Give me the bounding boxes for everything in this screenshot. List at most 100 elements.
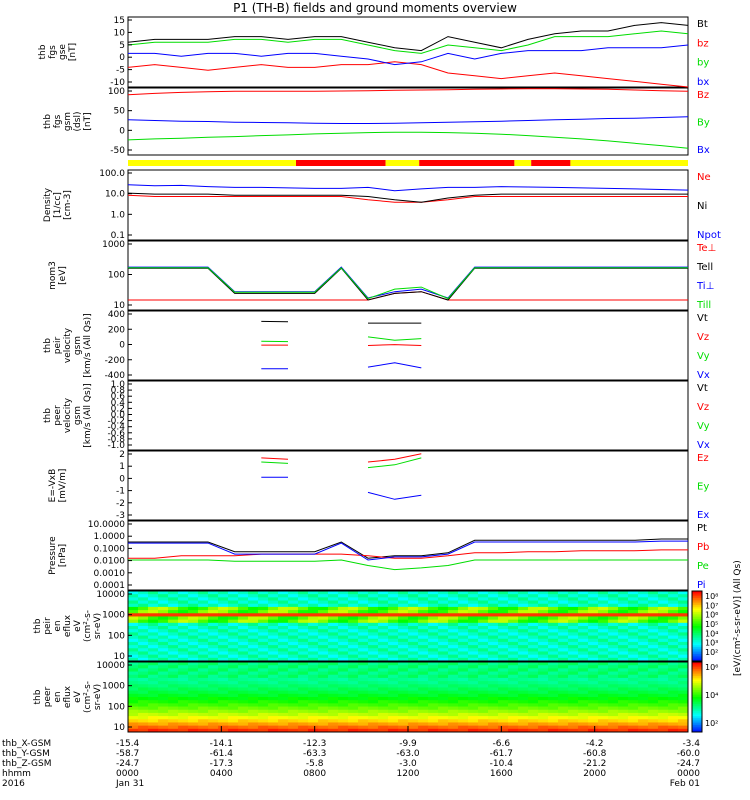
spectrogram-cell [198,716,209,720]
spectrogram-cell [268,716,279,720]
series-line-Pb [128,549,688,559]
spectrogram-cell [358,591,369,595]
spectrogram-cell [578,591,589,595]
spectrogram-cell [268,626,279,630]
x-axis-value: 0400 [210,769,233,779]
spectrogram-cell [358,635,369,640]
spectrogram-cell [478,725,489,730]
spectrogram-cell [128,712,139,717]
spectrogram-cell [608,700,619,704]
spectrogram-cell [658,662,669,666]
spectrogram-cell [518,600,529,605]
spectrogram-cell [648,600,659,605]
spectrogram-cell [548,648,559,652]
spectrogram-cell [508,651,519,656]
spectrogram-cell [658,619,669,624]
spectrogram-cell [588,657,599,662]
spectrogram-cell [658,657,669,662]
spectrogram-cell [678,671,689,676]
spectrogram-cell [628,665,639,669]
spectrogram-cell [378,722,389,727]
spectrogram-cell [658,728,669,733]
colorbar-cell [692,719,702,722]
x-axis-value: -58.7 [116,749,139,759]
spectrogram-cell [248,674,259,679]
spectrogram-cell [398,638,409,643]
spectrogram-cell [368,728,379,733]
spectrogram-cell [178,706,189,711]
spectrogram-cell [428,594,439,598]
spectrogram-cell [438,619,449,624]
spectrogram-cell [638,677,649,682]
y-axis-label-line: peir [43,617,53,635]
spectrogram-cell [138,662,149,666]
spectrogram-cell [128,606,139,611]
spectrogram-cell [578,635,589,640]
spectrogram-cell [378,606,389,611]
spectrogram-cell [308,725,319,730]
spectrogram-cell [408,657,419,662]
spectrogram-cell [238,603,249,608]
spectrogram-cell [678,716,689,720]
spectrogram-cell [188,606,199,611]
spectrogram-cell [298,665,309,669]
y-tick-label: 10 [114,723,126,733]
spectrogram-cell [658,591,669,595]
spectrogram-cell [658,641,669,646]
spectrogram-cell [258,603,269,608]
spectrogram-cell [168,690,179,695]
spectrogram-cell [238,622,249,627]
spectrogram-cell [678,619,689,624]
spectrogram-cell [248,654,259,659]
spectrogram-cell [648,629,659,633]
colorbar-cell [692,718,702,721]
spectrogram-cell [428,654,439,659]
spectrogram-cell [668,613,679,617]
y-axis-label-line: en [53,620,63,631]
spectrogram-cell [298,610,309,614]
colorbar-cell [692,634,702,637]
spectrogram-cell [628,728,639,733]
spectrogram-cell [158,651,169,656]
spectrogram-cell [208,687,219,692]
spectrogram-cell [378,706,389,711]
spectrogram-cell [238,700,249,704]
spectrogram-cell [498,600,509,605]
spectrogram-cell [188,674,199,679]
spectrogram-cell [178,703,189,708]
spectrogram-cell [418,603,429,608]
spectrogram-cell [298,725,309,730]
spectrogram-cell [258,632,269,637]
spectrogram-cell [438,690,449,695]
spectrogram-cell [168,712,179,717]
spectrogram-cell [188,610,199,614]
spectrogram-cell [608,626,619,630]
spectrogram-cell [528,591,539,595]
spectrogram-cell [308,603,319,608]
spectrogram-cell [158,706,169,711]
colorbar-tick-label: 10⁶ [705,663,718,672]
x-axis-row-label: thb_Y-GSM [2,749,50,759]
spectrogram-cell [658,719,669,723]
spectrogram-cell [328,622,339,627]
spectrogram-cell [538,622,549,627]
spectrogram-cell [528,610,539,614]
y-axis-label-line: [cm-3] [63,190,73,220]
spectrogram-cell [478,671,489,676]
spectrogram-cell [218,716,229,720]
spectrogram-cell [318,645,329,649]
y-axis-label-line: fgs [53,114,63,128]
spectrogram-cell [618,610,629,614]
spectrogram-cell [588,703,599,708]
y-axis-label-line: eflux [63,614,73,637]
spectrogram-cell [408,671,419,676]
x-axis-value: 1600 [490,769,513,779]
y-tick-label: 100.0 [99,169,125,179]
spectrogram-cell [338,662,349,666]
spectrogram-cell [308,687,319,692]
spectrogram-cell [298,674,309,679]
spectrogram-cell [598,684,609,688]
spectrogram-cell [248,700,259,704]
spectrogram-cell [218,635,229,640]
spectrogram-cell [598,722,609,727]
